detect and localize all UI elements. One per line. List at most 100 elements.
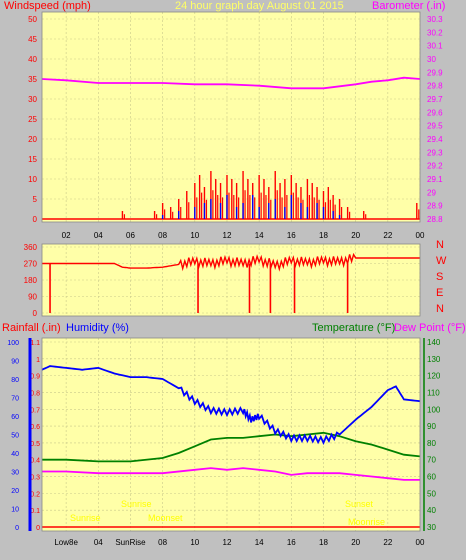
temperature-tick-label: 30 — [427, 523, 436, 532]
rainfall-tick-label: 0 — [36, 525, 40, 532]
wind-grid — [42, 12, 421, 222]
direction-tick-label: 270 — [24, 260, 38, 269]
compass-label: W — [436, 255, 447, 267]
compass-label: S — [436, 271, 443, 283]
humidity-x-tick-label: 18 — [319, 538, 328, 547]
windspeed-tick-label: 40 — [28, 55, 37, 64]
sunset-label: Sunset — [345, 499, 374, 509]
barometer-tick-label: 30.3 — [427, 15, 443, 24]
humidity-axes: 010203040506070809010000.10.20.30.40.50.… — [7, 337, 441, 547]
humidity-x-tick-label: Low8e — [54, 538, 78, 547]
humidity-tick-label: 90 — [11, 359, 19, 366]
barometer-tick-label: 29.7 — [427, 95, 443, 104]
dewpoint-line — [42, 467, 420, 481]
barometer-tick-label: 29.9 — [427, 68, 443, 77]
humidity-x-tick-label: 12 — [223, 538, 232, 547]
rainfall-tick-label: 0.4 — [30, 458, 40, 465]
windspeed-tick-label: 35 — [28, 75, 37, 84]
windspeed-tick-label: 10 — [28, 175, 37, 184]
humidity-x-tick-label: 14 — [255, 538, 264, 547]
humidity-x-tick-label: 16 — [287, 538, 296, 547]
temperature-tick-label: 90 — [427, 422, 436, 431]
rainfall-axis-label: Rainfall (.in) — [2, 322, 61, 334]
temperature-tick-label: 70 — [427, 456, 436, 465]
windspeed-tick-label: 30 — [28, 95, 37, 104]
windspeed-tick-label: 0 — [33, 215, 38, 224]
rainfall-tick-label: 0.8 — [30, 390, 40, 397]
humidity-line — [41, 365, 421, 446]
rainfall-tick-label: 0.6 — [30, 424, 40, 431]
humidity-x-tick-label: 08 — [158, 538, 167, 547]
humidity-x-tick-label: 04 — [94, 538, 103, 547]
windspeed-tick-label: 50 — [28, 15, 37, 24]
wind-x-tick-label: 00 — [416, 231, 425, 240]
barometer-tick-label: 29.5 — [427, 122, 443, 131]
compass-label: N — [436, 239, 444, 251]
panel-rain-humidity-temp: Rainfall (.in) Humidity (%) Temperature … — [2, 322, 466, 547]
direction-tick-label: 90 — [28, 293, 37, 302]
windspeed-tick-label: 45 — [28, 35, 37, 44]
barometer-tick-label: 30.2 — [427, 28, 443, 37]
rainfall-tick-label: 0.7 — [30, 407, 40, 414]
wind-x-tick-label: 16 — [287, 231, 296, 240]
barometer-tick-label: 30 — [427, 55, 436, 64]
barometer-tick-label: 28.8 — [427, 215, 443, 224]
barometer-tick-label: 29.2 — [427, 162, 443, 171]
sunrise-label: Sunrise — [121, 499, 152, 509]
rainfall-tick-label: 1 — [36, 357, 40, 364]
wind-axes: 0 5 10 15 20 25 30 35 40 45 50 28.8 28.9 29 29.1 29.2 29… — [28, 11, 443, 240]
windspeed-tick-label: 20 — [28, 135, 37, 144]
humidity-tick-label: 10 — [11, 507, 19, 514]
rainfall-tick-label: 0.3 — [30, 475, 40, 482]
compass-label: E — [436, 287, 443, 299]
wind-frame — [41, 11, 421, 223]
humidity-tick-label: 100 — [7, 340, 19, 347]
barometer-tick-label: 30.1 — [427, 42, 443, 51]
direction-tick-label: 180 — [24, 276, 38, 285]
humidity-tick-label: 50 — [11, 433, 19, 440]
humidity-tick-label: 20 — [11, 488, 19, 495]
humidity-x-tick-label: 22 — [383, 538, 392, 547]
temperature-tick-label: 80 — [427, 439, 436, 448]
direction-tick-label: 0 — [33, 309, 38, 318]
humidity-axis-label: Humidity (%) — [66, 322, 129, 334]
barometer-tick-label: 29.3 — [427, 148, 443, 157]
temperature-tick-label: 100 — [427, 405, 441, 414]
wind-x-tick-label: 22 — [383, 231, 392, 240]
barometer-tick-label: 29 — [427, 188, 436, 197]
windspeed-tick-label: 25 — [28, 115, 37, 124]
temperature-axis-label: Temperature (°F) — [312, 322, 395, 334]
chart-title: 24 hour graph day August 01 2015 — [175, 0, 344, 12]
humidity-tick-label: 40 — [11, 451, 19, 458]
sunrise-label-left: Sunrise — [70, 513, 101, 523]
humidity-tick-label: 70 — [11, 396, 19, 403]
rainfall-tick-label: 0.2 — [30, 491, 40, 498]
panel-wind-barometer: 0 5 10 15 20 25 30 35 40 45 50 28.8 28.9 29 29.1 29.2 29… — [4, 0, 445, 240]
temperature-tick-label: 110 — [427, 388, 440, 397]
barometer-tick-label: 29.8 — [427, 82, 443, 91]
wind-x-tick-label: 02 — [62, 231, 71, 240]
humidity-tick-label: 0 — [15, 525, 19, 532]
barometer-tick-label: 29.4 — [427, 135, 443, 144]
wind-x-tick-label: 14 — [255, 231, 264, 240]
wind-x-tick-label: 06 — [126, 231, 135, 240]
humidity-x-tick-label: SunRise — [115, 538, 146, 547]
wind-x-tick-label: 04 — [94, 231, 103, 240]
rainfall-tick-label: 0.1 — [30, 508, 40, 515]
humidity-tick-label: 30 — [11, 470, 19, 477]
wind-x-tick-label: 20 — [351, 231, 360, 240]
wind-plot-area — [42, 12, 420, 222]
windspeed-axis-label: Windspeed (mph) — [4, 0, 91, 12]
dewpoint-axis-label: Dew Point (°F) — [394, 322, 466, 334]
humidity-x-tick-label: 10 — [190, 538, 199, 547]
temperature-tick-label: 50 — [427, 489, 436, 498]
wind-x-tick-label: 10 — [190, 231, 199, 240]
temperature-tick-label: 40 — [427, 506, 436, 515]
wind-x-tick-label: 12 — [223, 231, 232, 240]
humidity-tick-label: 80 — [11, 377, 19, 384]
barometer-tick-label: 28.9 — [427, 202, 443, 211]
rainfall-tick-label: 0.5 — [30, 441, 40, 448]
